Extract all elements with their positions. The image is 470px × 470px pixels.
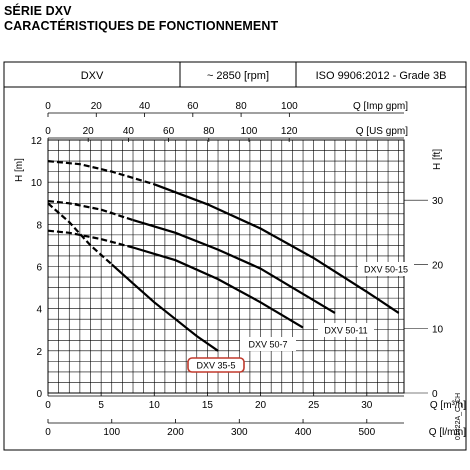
- axis-us-gpm-tick-label: 60: [163, 126, 175, 137]
- axis-m3h-tick-label: 0: [45, 400, 51, 411]
- axis-ft-tick-label: 20: [432, 260, 444, 271]
- axis-lmin-tick-label: 100: [103, 427, 120, 438]
- curve-labels: DXV 50-15 DXV 50-11 DXV 50-7 DXV 35-5: [187, 262, 414, 373]
- label-dxv-50-11: DXV 50-11: [324, 326, 367, 336]
- axis-imp-gpm-unit: Q [Imp gpm]: [353, 101, 408, 112]
- axis-imp-gpm-tick-label: 100: [281, 101, 298, 112]
- axis-m3h-tick-label: 15: [202, 400, 214, 411]
- axis-lmin-tick-label: 300: [231, 427, 248, 438]
- axis-m3h-tick-label: 20: [255, 400, 267, 411]
- axis-lmin-unit: Q [l/min]: [429, 427, 466, 438]
- header-standard: ISO 9906:2012 - Grade 3B: [316, 70, 447, 82]
- axis-ft-unit: H [ft]: [432, 149, 443, 170]
- axis-us-gpm-tick-label: 20: [83, 126, 95, 137]
- axis-imp-gpm-tick-label: 80: [236, 101, 248, 112]
- header-speed: ~ 2850 [rpm]: [207, 70, 269, 82]
- document-code: 01422A_C_CH: [455, 393, 462, 440]
- axis-m-tick-label: 0: [36, 389, 42, 400]
- axis-imp-gpm-tick-label: 20: [91, 101, 103, 112]
- curve-dashed-segment: [47, 202, 113, 266]
- axis-m-tick-label: 8: [36, 220, 42, 231]
- curve-dashed-segment: [47, 200, 134, 222]
- label-dxv-50-15: DXV 50-15: [364, 265, 408, 275]
- curve-solid-segment: [153, 183, 400, 314]
- curves: [47, 160, 400, 352]
- curve-dashed-segment: [47, 229, 134, 249]
- axis-ft-tick-label: 0: [432, 389, 438, 400]
- curve-dxv-50-15: [47, 160, 400, 314]
- curve-dxv-35-5: [47, 202, 219, 352]
- axis-ft-tick-label: 30: [432, 196, 444, 207]
- header-bar: [3, 61, 467, 88]
- axis-lmin-tick-label: 400: [295, 427, 312, 438]
- label-dxv-50-7: DXV 50-7: [248, 340, 287, 350]
- series-title: SÉRIE DXV: [4, 4, 72, 18]
- axis-us-gpm-tick-label: 0: [45, 126, 51, 137]
- axis-m-tick-label: 4: [36, 305, 42, 316]
- axis-imp-gpm-tick-label: 60: [187, 101, 199, 112]
- axis-m-unit: H [m]: [14, 158, 25, 182]
- axis-us-gpm-tick-label: 100: [241, 126, 258, 137]
- label-box-dxv-50-15: [358, 262, 414, 276]
- axis-m-tick-label: 10: [31, 178, 43, 189]
- axis-lmin-tick-label: 0: [45, 427, 51, 438]
- axis-m3h-tick-label: 10: [149, 400, 161, 411]
- axis-m-tick-label: 6: [36, 263, 42, 274]
- axis-m-tick-label: 12: [31, 136, 43, 147]
- axis-imp-gpm-tick-label: 40: [139, 101, 151, 112]
- axis-lmin-tick-label: 200: [167, 427, 184, 438]
- label-box-dxv-50-7: [240, 337, 296, 351]
- label-dxv-35-5: DXV 35-5: [196, 361, 235, 371]
- curve-solid-segment: [132, 246, 304, 329]
- axis-lmin-tick-label: 500: [358, 427, 375, 438]
- axis-us-gpm-tick-label: 80: [203, 126, 215, 137]
- axis-imp-gpm-tick-label: 0: [45, 101, 51, 112]
- curve-dxv-50-11: [47, 200, 336, 314]
- axis-ft-tick-label: 10: [432, 325, 444, 336]
- axis-us-gpm-tick-label: 40: [123, 126, 135, 137]
- axis-us-gpm-tick-label: 120: [281, 126, 298, 137]
- axis-m-tick-label: 2: [36, 347, 42, 358]
- curve-solid-segment: [111, 263, 219, 352]
- axis-us-gpm-unit: Q [US gpm]: [356, 126, 408, 137]
- axes: 0 20 40 60 80 100 Q [Imp gpm]0 20 40 60 80 100 120 Q …: [14, 101, 466, 438]
- axis-m3h-tick-label: 5: [98, 400, 104, 411]
- curve-solid-segment: [132, 219, 336, 314]
- label-box-dxv-35-5: [187, 357, 245, 373]
- axis-m3h-tick-label: 30: [361, 400, 373, 411]
- grid: [47, 139, 405, 394]
- curve-dashed-segment: [47, 160, 155, 186]
- axis-m3h-unit: Q [m³/h]: [430, 400, 466, 411]
- label-box-dxv-50-11: [318, 323, 374, 337]
- chart-frame: [3, 86, 467, 451]
- chart-subtitle: CARACTÉRISTIQUES DE FONCTIONNEMENT: [4, 19, 279, 33]
- curve-dxv-50-7: [47, 229, 304, 329]
- header-model: DXV: [81, 70, 104, 82]
- axis-m3h-tick-label: 25: [308, 400, 320, 411]
